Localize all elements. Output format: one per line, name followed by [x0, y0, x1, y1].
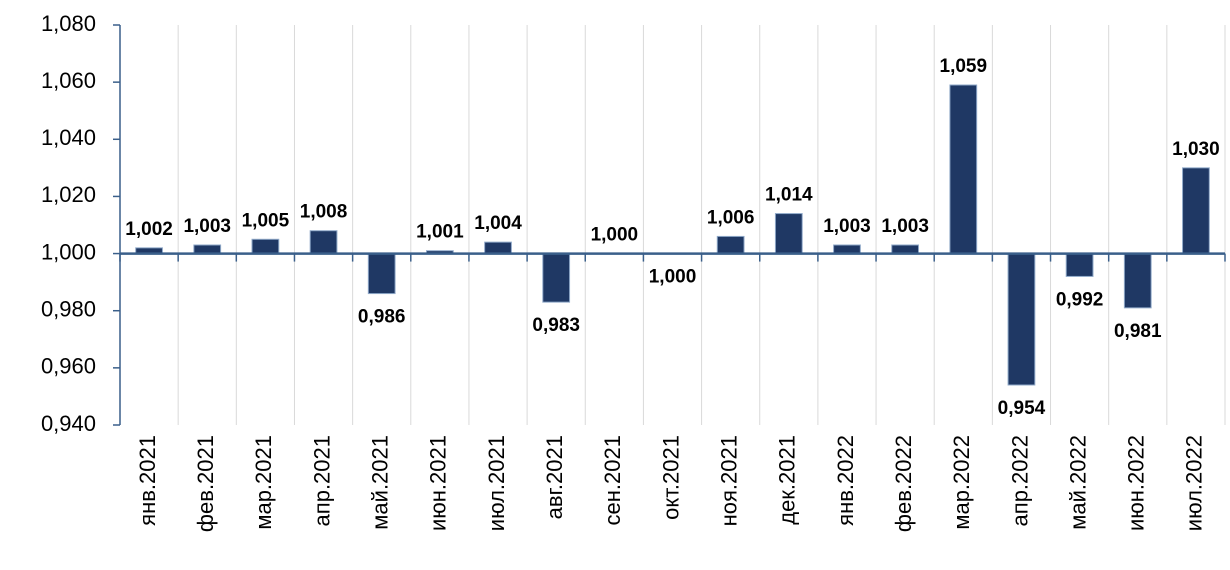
y-tick-label: 1,020	[41, 182, 96, 207]
y-tick-label: 1,000	[41, 239, 96, 264]
value-label: 0,981	[1114, 321, 1162, 342]
value-label: 0,954	[998, 398, 1046, 419]
bar	[542, 253, 571, 303]
value-label: 1,004	[474, 213, 522, 234]
value-label: 1,003	[823, 216, 871, 237]
x-tick-label: янв.2021	[135, 435, 160, 526]
x-tick-label: апр.2022	[1007, 435, 1032, 526]
value-label: 1,014	[765, 185, 813, 206]
value-label: 1,003	[183, 216, 231, 237]
bar	[833, 244, 861, 255]
bar	[367, 253, 396, 295]
x-tick-label: авг.2021	[542, 435, 567, 519]
bar	[251, 238, 280, 255]
bar	[1065, 253, 1094, 277]
value-label: 0,992	[1056, 289, 1104, 310]
value-label: 1,008	[300, 202, 348, 223]
y-tick-label: 1,040	[41, 125, 96, 150]
value-label: 1,005	[242, 210, 290, 231]
bar	[484, 241, 512, 255]
x-tick-label: июн.2021	[426, 435, 451, 531]
value-label: 1,030	[1172, 139, 1220, 160]
bar	[193, 244, 222, 255]
bar	[949, 84, 978, 255]
value-label: 1,001	[416, 222, 464, 243]
x-tick-label: июн.2022	[1124, 435, 1149, 531]
y-tick-label: 1,080	[41, 11, 96, 36]
x-tick-label: дек.2021	[775, 435, 800, 525]
value-label: 1,059	[940, 56, 988, 77]
bar	[1007, 253, 1036, 386]
value-label: 0,983	[532, 315, 580, 336]
x-tick-label: май.2021	[368, 435, 393, 530]
y-tick-label: 0,940	[41, 411, 96, 436]
x-tick-label: май.2022	[1065, 435, 1090, 530]
y-tick-label: 1,060	[41, 68, 96, 93]
bar	[774, 213, 803, 255]
x-tick-label: мар.2022	[949, 435, 974, 530]
x-tick-label: янв.2022	[833, 435, 858, 526]
bar	[1123, 253, 1152, 309]
x-tick-label: ноя.2021	[716, 435, 741, 526]
x-tick-label: фев.2021	[193, 435, 218, 532]
x-tick-label: сен.2021	[600, 435, 625, 525]
x-tick-label: мар.2021	[251, 435, 276, 530]
value-label: 1,003	[881, 216, 929, 237]
y-tick-label: 0,960	[41, 354, 96, 379]
value-label: 1,000	[591, 225, 639, 246]
bar	[716, 235, 745, 255]
x-tick-label: июл.2021	[484, 435, 509, 531]
x-tick-label: фев.2022	[891, 435, 916, 532]
x-tick-label: июл.2022	[1182, 435, 1207, 531]
bar	[1182, 167, 1210, 255]
value-label: 1,002	[125, 219, 173, 240]
x-tick-label: апр.2021	[309, 435, 334, 526]
value-label: 1,006	[707, 207, 755, 228]
bar	[891, 244, 920, 255]
y-tick-label: 0,980	[41, 297, 96, 322]
value-label: 1,000	[649, 267, 697, 288]
value-label: 0,986	[358, 307, 406, 328]
x-tick-label: окт.2021	[658, 435, 683, 520]
bar	[309, 230, 338, 255]
